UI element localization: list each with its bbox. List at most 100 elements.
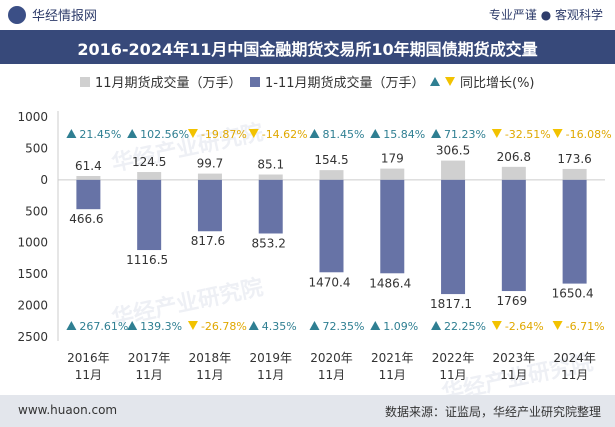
bar-monthly [441,160,466,180]
data-label-monthly: 124.5 [132,155,166,169]
title-bar: 2016-2024年11月中国金融期货交易所10年期国债期货成交量 [0,30,615,64]
data-label-monthly: 306.5 [436,144,470,158]
growth-up-icon [127,321,138,330]
bar-cumulative [441,179,466,295]
bar-monthly [197,173,222,180]
bar-cumulative [380,179,405,274]
growth-up-icon [431,129,442,138]
y-tick-label: 500 [25,141,48,155]
y-tick-label: 2000 [17,299,48,313]
bar-cumulative [137,179,162,251]
bar-cumulative [501,179,526,292]
brand-name: 华经情报网 [32,9,98,24]
data-label-cumulative: 466.6 [69,212,103,226]
legend-label-growth: 同比增长(%) [460,76,535,91]
data-label-monthly: 99.7 [197,157,224,171]
y-tick-label: 2500 [17,330,48,344]
growth-label-cumulative: 267.61% [79,320,128,333]
bar-monthly [76,175,101,180]
growth-up-icon [370,129,381,138]
growth-label-cumulative: 1.09% [383,320,418,333]
x-tick-label: 2024年 [553,351,596,365]
growth-up-icon [370,321,381,330]
y-tick-label: 1500 [17,267,48,281]
bar-monthly [501,166,526,180]
growth-label-monthly: -19.87% [201,128,247,141]
down-triangle-icon [445,77,455,86]
x-tick-label: 11月 [439,368,466,382]
x-tick-label: 2023年 [493,351,536,365]
growth-up-icon [309,321,320,330]
growth-label-monthly: -14.62% [262,128,308,141]
bar-monthly [137,172,162,180]
growth-label-cumulative: 72.35% [323,320,365,333]
data-label-cumulative: 817.6 [191,234,225,248]
growth-label-cumulative: -2.64% [505,320,544,333]
footer-source: 数据来源：证监局，华经产业研究院整理 [384,405,601,419]
x-tick-label: 2021年 [371,351,414,365]
legend-swatch-cumulative [250,76,260,87]
data-label-cumulative: 1769 [497,294,528,308]
growth-label-cumulative: 22.25% [444,320,486,333]
growth-label-monthly: 81.45% [323,128,365,141]
bar-monthly [380,168,405,180]
footer-website: www.huaon.com [18,403,118,417]
growth-label-monthly: 21.45% [79,128,121,141]
x-tick-label: 2016年 [67,351,110,365]
growth-up-icon [431,321,442,330]
growth-label-monthly: -16.08% [566,128,612,141]
x-tick-label: 11月 [379,368,406,382]
x-tick-label: 11月 [561,368,588,382]
x-tick-label: 11月 [196,368,223,382]
growth-up-icon [66,129,77,138]
growth-down-icon [187,129,198,138]
growth-down-icon [491,129,502,138]
y-tick-label: 1000 [17,236,48,250]
legend: 11月期货成交量（万手） 1-11月期货成交量（万手） 同比增长(%) [0,72,615,92]
growth-down-icon [552,321,563,330]
data-label-cumulative: 1650.4 [552,287,594,301]
bar-monthly [258,174,283,180]
data-label-monthly: 61.4 [75,159,102,173]
data-label-cumulative: 1116.5 [126,253,168,267]
legend-item-cumulative: 1-11月期货成交量（万手） [250,72,425,91]
data-label-cumulative: 853.2 [252,236,286,250]
x-tick-label: 2018年 [189,351,232,365]
data-label-monthly: 173.6 [557,152,591,166]
growth-label-monthly: 15.84% [383,128,425,141]
growth-up-icon [66,321,77,330]
bar-cumulative [76,179,101,210]
growth-up-icon [127,129,138,138]
growth-down-icon [187,321,198,330]
bar-cumulative [258,179,283,234]
growth-label-cumulative: -6.71% [566,320,605,333]
chart-area: 1000 500 0 500 1000 1500 2000 2500 61.4 466.6 21.4… [17,110,612,382]
growth-up-icon [309,129,320,138]
bar-cumulative [562,179,587,284]
data-label-monthly: 154.5 [314,153,348,167]
data-label-monthly: 206.8 [497,150,531,164]
data-label-cumulative: 1817.1 [430,297,472,311]
y-tick-label: 0 [40,173,48,187]
data-label-cumulative: 1486.4 [369,276,411,290]
y-tick-label: 500 [25,204,48,218]
legend-label-total: 11月期货成交量（万手） [95,76,242,91]
x-tick-label: 2017年 [128,351,171,365]
legend-item-growth: 同比增长(%) [430,72,535,91]
legend-item-total: 11月期货成交量（万手） [80,72,242,91]
growth-down-icon [552,129,563,138]
growth-down-icon [248,129,259,138]
x-tick-label: 11月 [75,368,102,382]
legend-label-cumulative: 1-11月期货成交量（万手） [265,76,425,91]
x-tick-label: 11月 [318,368,345,382]
chart-title: 2016-2024年11月中国金融期货交易所10年期国债期货成交量 [77,40,538,59]
bar-cumulative [197,179,222,232]
x-tick-label: 11月 [136,368,163,382]
growth-label-monthly: 71.23% [444,128,486,141]
bar-cumulative [319,179,344,273]
x-tick-label: 11月 [257,368,284,382]
growth-label-cumulative: -26.78% [201,320,247,333]
growth-label-cumulative: 139.3% [140,320,182,333]
top-bar: 华经情报网 专业严谨 ● 客观科学 [0,0,615,28]
data-label-monthly: 179 [381,152,404,166]
